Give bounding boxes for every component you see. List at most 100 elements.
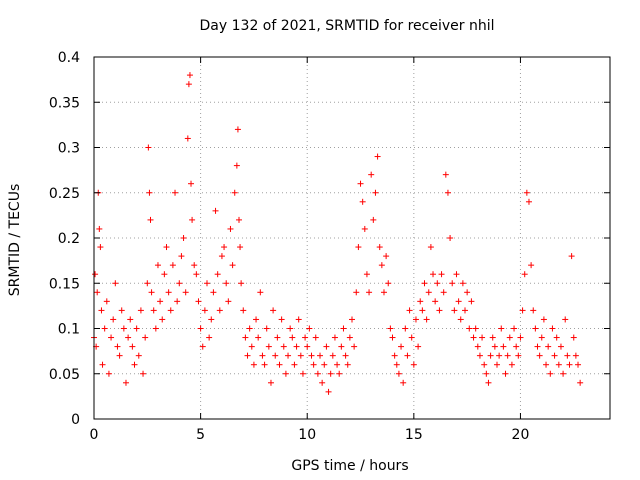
data-point <box>496 352 503 359</box>
data-point <box>462 307 469 314</box>
data-point <box>137 307 144 314</box>
data-point <box>208 316 215 323</box>
data-point <box>489 334 496 341</box>
data-point <box>543 361 550 368</box>
data-point <box>553 334 560 341</box>
data-point <box>344 361 351 368</box>
data-point <box>293 343 300 350</box>
x-tick-label: 15 <box>405 427 423 443</box>
data-point <box>380 289 387 296</box>
data-point <box>250 361 257 368</box>
data-point <box>547 370 554 377</box>
data-point <box>545 343 552 350</box>
data-point <box>325 388 332 395</box>
data-point <box>235 216 242 223</box>
data-point <box>297 352 304 359</box>
data-point <box>395 370 402 377</box>
data-point <box>157 298 164 305</box>
data-point <box>570 334 577 341</box>
data-point <box>125 334 132 341</box>
data-point <box>391 352 398 359</box>
data-point <box>432 298 439 305</box>
data-point <box>517 334 524 341</box>
data-point <box>355 244 362 251</box>
data-point <box>502 370 509 377</box>
data-point <box>389 334 396 341</box>
data-point <box>98 307 105 314</box>
data-point <box>470 334 477 341</box>
data-point <box>291 361 298 368</box>
data-point <box>182 289 189 296</box>
data-point <box>474 343 481 350</box>
data-point <box>453 271 460 278</box>
data-point <box>248 343 255 350</box>
data-point <box>263 325 270 332</box>
data-point <box>233 162 240 169</box>
plot-border <box>93 56 611 420</box>
data-point <box>540 316 547 323</box>
data-point <box>342 352 349 359</box>
data-point <box>120 325 127 332</box>
data-point <box>193 271 200 278</box>
data-point <box>246 325 253 332</box>
data-point <box>419 307 426 314</box>
data-point <box>404 352 411 359</box>
data-point <box>451 307 458 314</box>
data-point <box>351 343 358 350</box>
data-point <box>519 307 526 314</box>
data-point <box>449 280 456 287</box>
data-point <box>408 334 415 341</box>
y-tick-label: 0.1 <box>58 322 80 338</box>
data-point <box>96 225 103 232</box>
data-point <box>274 334 281 341</box>
data-point <box>387 325 394 332</box>
data-point <box>525 198 532 205</box>
data-point <box>163 244 170 251</box>
data-point <box>466 325 473 332</box>
y-axis-ticks: 0 0.05 0.1 0.15 0.2 0.25 0.3 0.35 0.4 <box>49 50 610 428</box>
y-tick-label: 0.4 <box>58 50 80 66</box>
data-point <box>368 171 375 178</box>
data-point <box>118 307 125 314</box>
data-point <box>280 343 287 350</box>
data-point <box>321 361 328 368</box>
data-point <box>135 352 142 359</box>
data-point <box>178 253 185 260</box>
data-point <box>289 334 296 341</box>
data-point <box>225 298 232 305</box>
data-point <box>304 343 311 350</box>
data-point <box>270 307 277 314</box>
data-point <box>508 361 515 368</box>
data-point <box>127 316 134 323</box>
data-point <box>511 325 518 332</box>
y-tick-label: 0 <box>71 412 80 428</box>
data-point <box>199 343 206 350</box>
data-point <box>319 379 326 386</box>
data-point <box>140 370 147 377</box>
data-point <box>400 379 407 386</box>
data-point <box>385 280 392 287</box>
data-point <box>267 379 274 386</box>
data-point <box>210 289 217 296</box>
data-point <box>534 343 541 350</box>
data-point <box>572 352 579 359</box>
data-point <box>287 325 294 332</box>
data-point <box>92 271 99 278</box>
data-point <box>214 271 221 278</box>
data-point <box>562 316 569 323</box>
data-point <box>191 262 198 269</box>
data-point <box>101 325 108 332</box>
data-point <box>412 316 419 323</box>
data-point <box>110 316 117 323</box>
data-point <box>383 253 390 260</box>
data-point <box>393 361 400 368</box>
x-tick-label: 5 <box>196 427 205 443</box>
data-point <box>464 289 471 296</box>
data-point <box>197 325 204 332</box>
data-point <box>506 334 513 341</box>
data-point <box>229 262 236 269</box>
data-point <box>549 325 556 332</box>
data-point <box>487 352 494 359</box>
data-point <box>165 289 172 296</box>
data-point <box>568 253 575 260</box>
